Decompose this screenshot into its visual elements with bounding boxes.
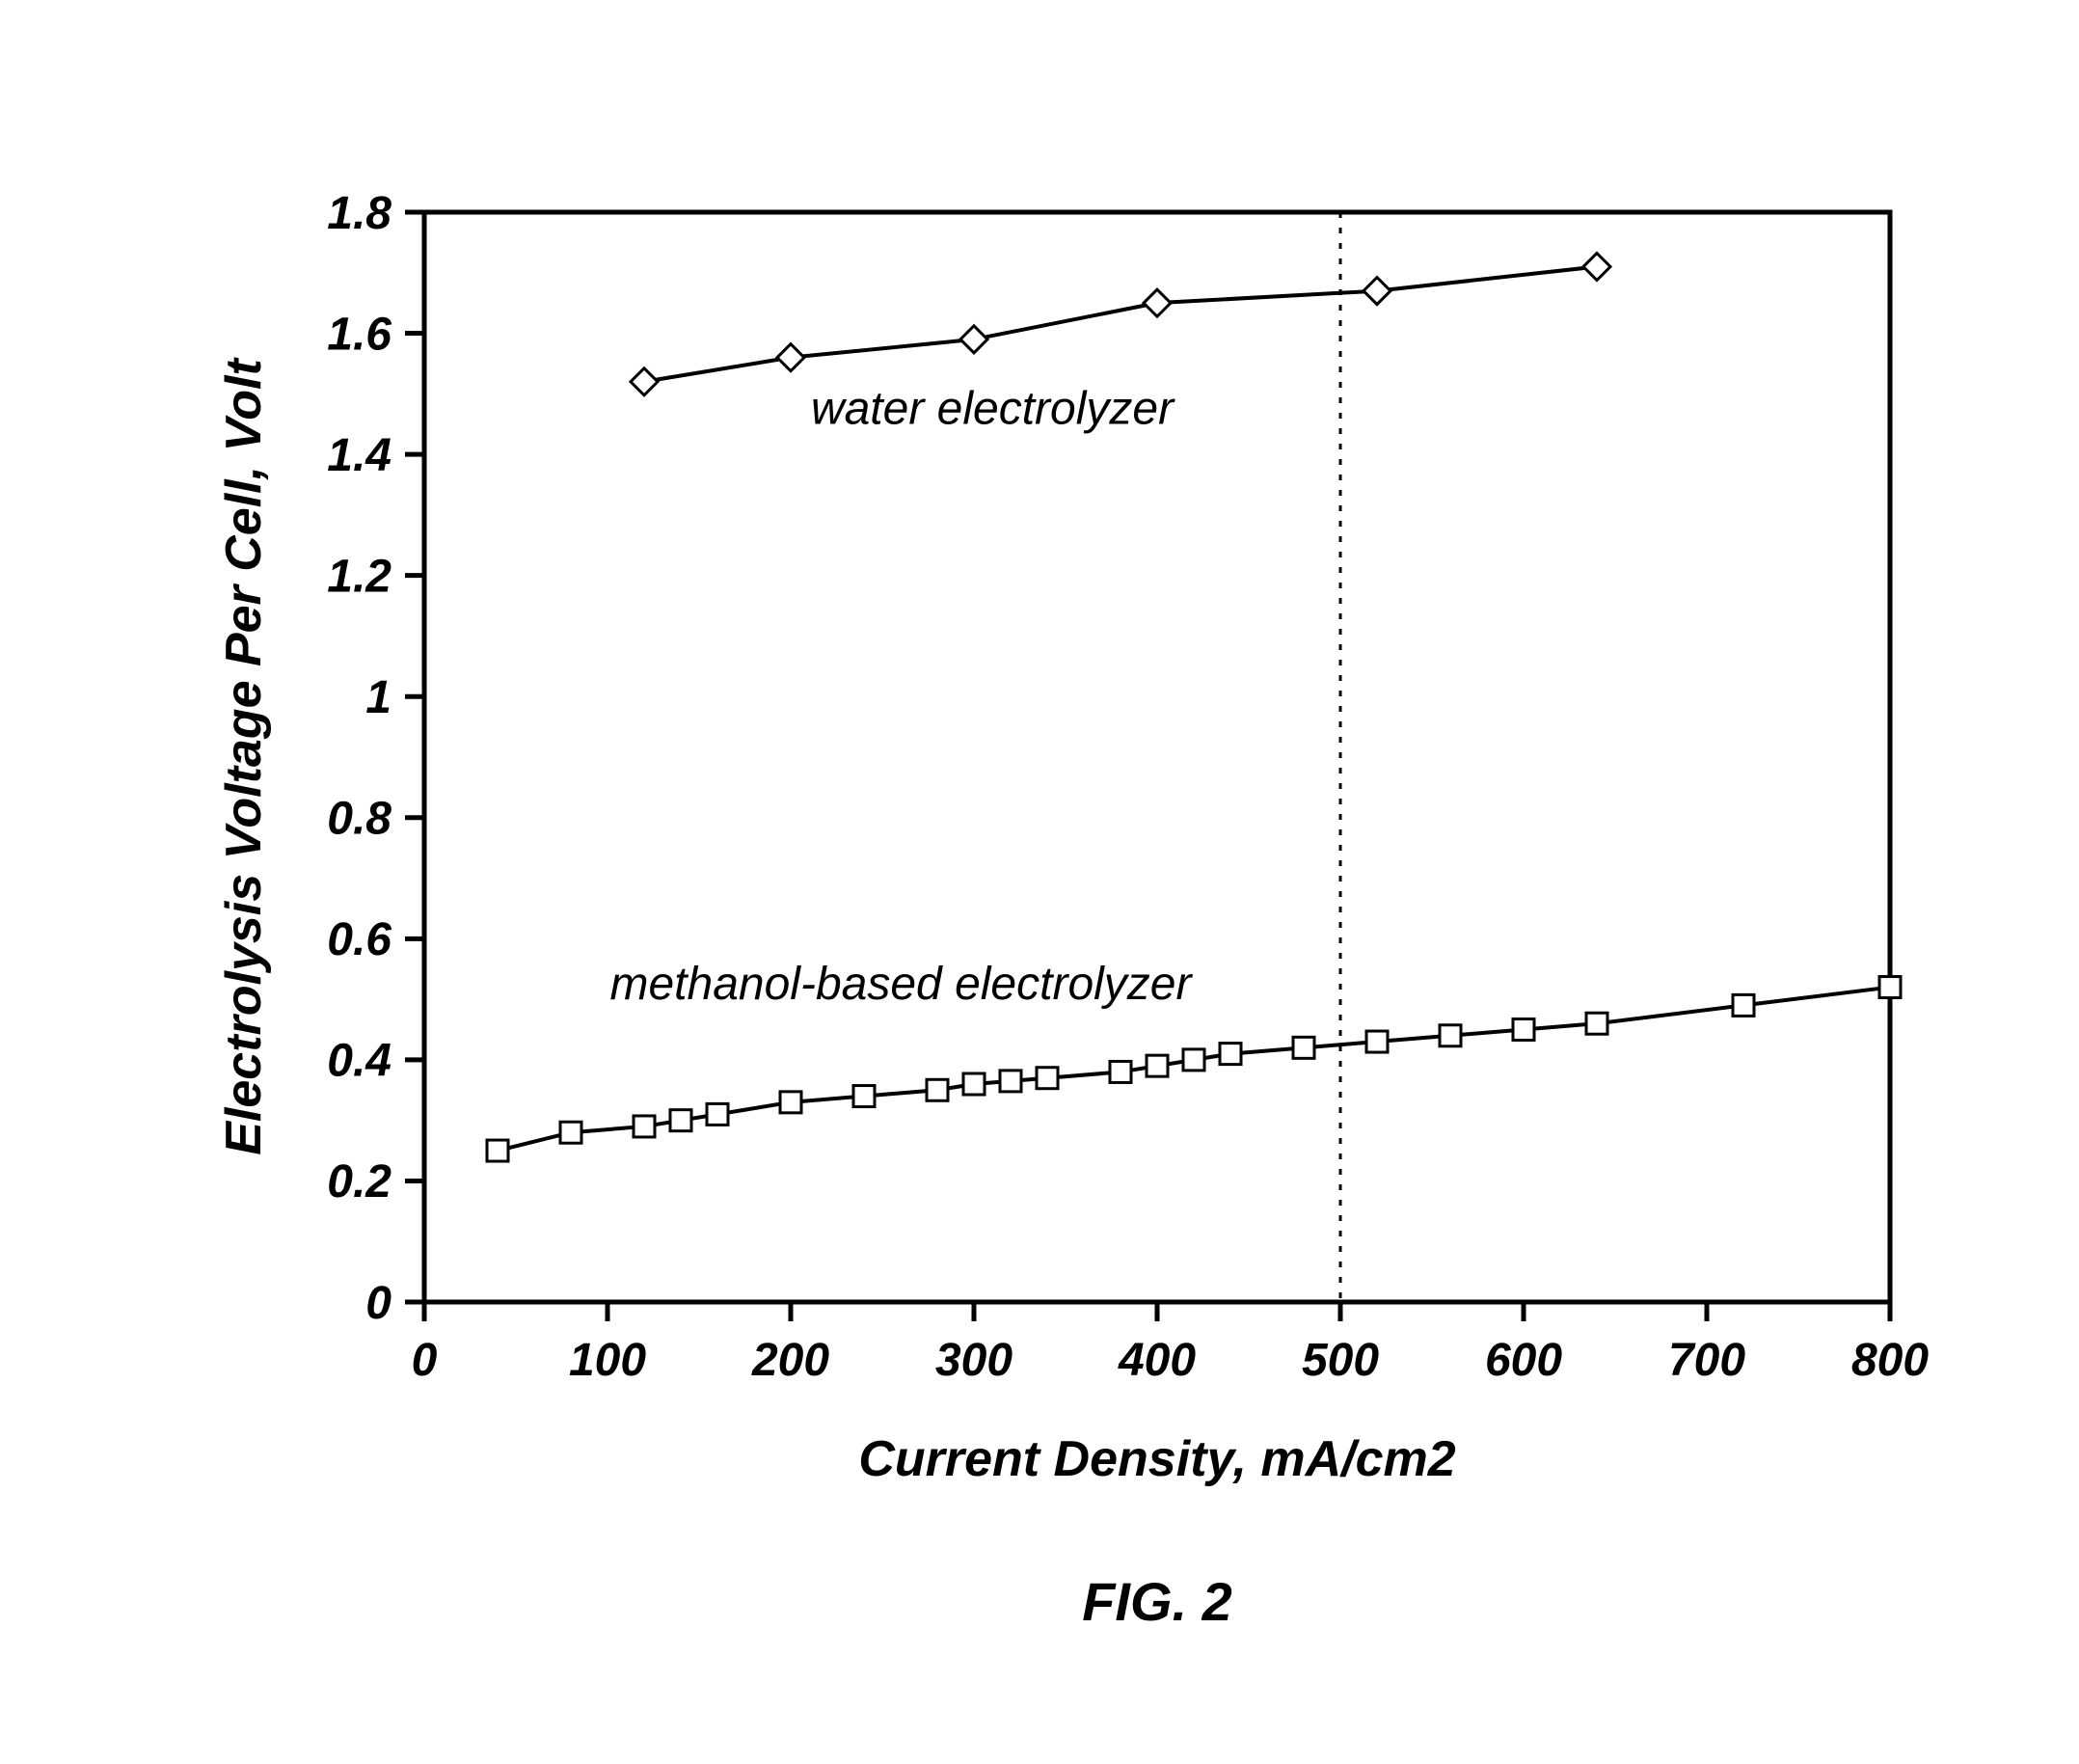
- series-marker-1: [1000, 1071, 1021, 1092]
- series-marker-1: [853, 1086, 875, 1107]
- series-marker-1: [487, 1140, 508, 1161]
- series-marker-1: [1147, 1055, 1168, 1076]
- series-marker-1: [1293, 1037, 1314, 1058]
- series-marker-1: [1733, 994, 1754, 1016]
- x-tick-label: 500: [1302, 1335, 1379, 1386]
- series-marker-1: [1037, 1068, 1058, 1089]
- series-marker-1: [1440, 1025, 1461, 1046]
- series-marker-1: [1879, 977, 1901, 998]
- series-marker-1: [634, 1116, 655, 1137]
- x-tick-label: 400: [1118, 1335, 1196, 1386]
- series-marker-1: [963, 1073, 985, 1095]
- series-label-1: methanol-based electrolyzer: [610, 959, 1194, 1010]
- series-marker-1: [670, 1110, 691, 1131]
- chart-wrapper: 0 100 200 300 400 500 600 700 800 0 0.2 0.4 0.6 0.8 1 1…: [0, 0, 2079, 1764]
- y-tick-label: 0.4: [327, 1036, 392, 1087]
- x-tick-label: 100: [569, 1335, 646, 1386]
- series-marker-1: [780, 1092, 801, 1113]
- y-tick-label: 1.8: [327, 188, 392, 239]
- y-axis-label: Electrolysis Voltage Per Cell, Volt: [216, 357, 272, 1155]
- series-marker-1: [927, 1079, 948, 1100]
- series-marker-1: [560, 1122, 581, 1143]
- x-tick-label: 300: [935, 1335, 1012, 1386]
- series-marker-1: [1220, 1044, 1241, 1065]
- y-tick-label: 0.2: [327, 1156, 392, 1208]
- y-tick-label: 1.6: [327, 309, 392, 360]
- series-marker-1: [707, 1103, 728, 1125]
- y-tick-label: 1: [365, 672, 392, 723]
- series-label-0: water electrolyzer: [811, 384, 1175, 435]
- series-marker-1: [1586, 1013, 1607, 1034]
- x-axis-label: Current Density, mA/cm2: [858, 1431, 1455, 1487]
- series-marker-1: [1366, 1031, 1388, 1052]
- series-marker-1: [1110, 1061, 1131, 1082]
- figure-label: FIG. 2: [1082, 1571, 1232, 1632]
- x-tick-label: 200: [751, 1335, 829, 1386]
- x-tick-label: 0: [412, 1335, 438, 1386]
- series-marker-1: [1513, 1019, 1534, 1041]
- x-tick-label: 700: [1668, 1335, 1745, 1386]
- electrolysis-chart: 0 100 200 300 400 500 600 700 800 0 0.2 0.4 0.6 0.8 1 1…: [0, 0, 2079, 1764]
- y-tick-label: 0.6: [327, 914, 392, 965]
- x-tick-label: 600: [1485, 1335, 1562, 1386]
- y-tick-label: 0: [365, 1278, 392, 1329]
- x-tick-label: 800: [1851, 1335, 1929, 1386]
- y-tick-label: 0.8: [327, 794, 392, 845]
- y-tick-label: 1.4: [327, 430, 392, 481]
- y-tick-label: 1.2: [327, 551, 392, 602]
- series-marker-1: [1183, 1049, 1204, 1071]
